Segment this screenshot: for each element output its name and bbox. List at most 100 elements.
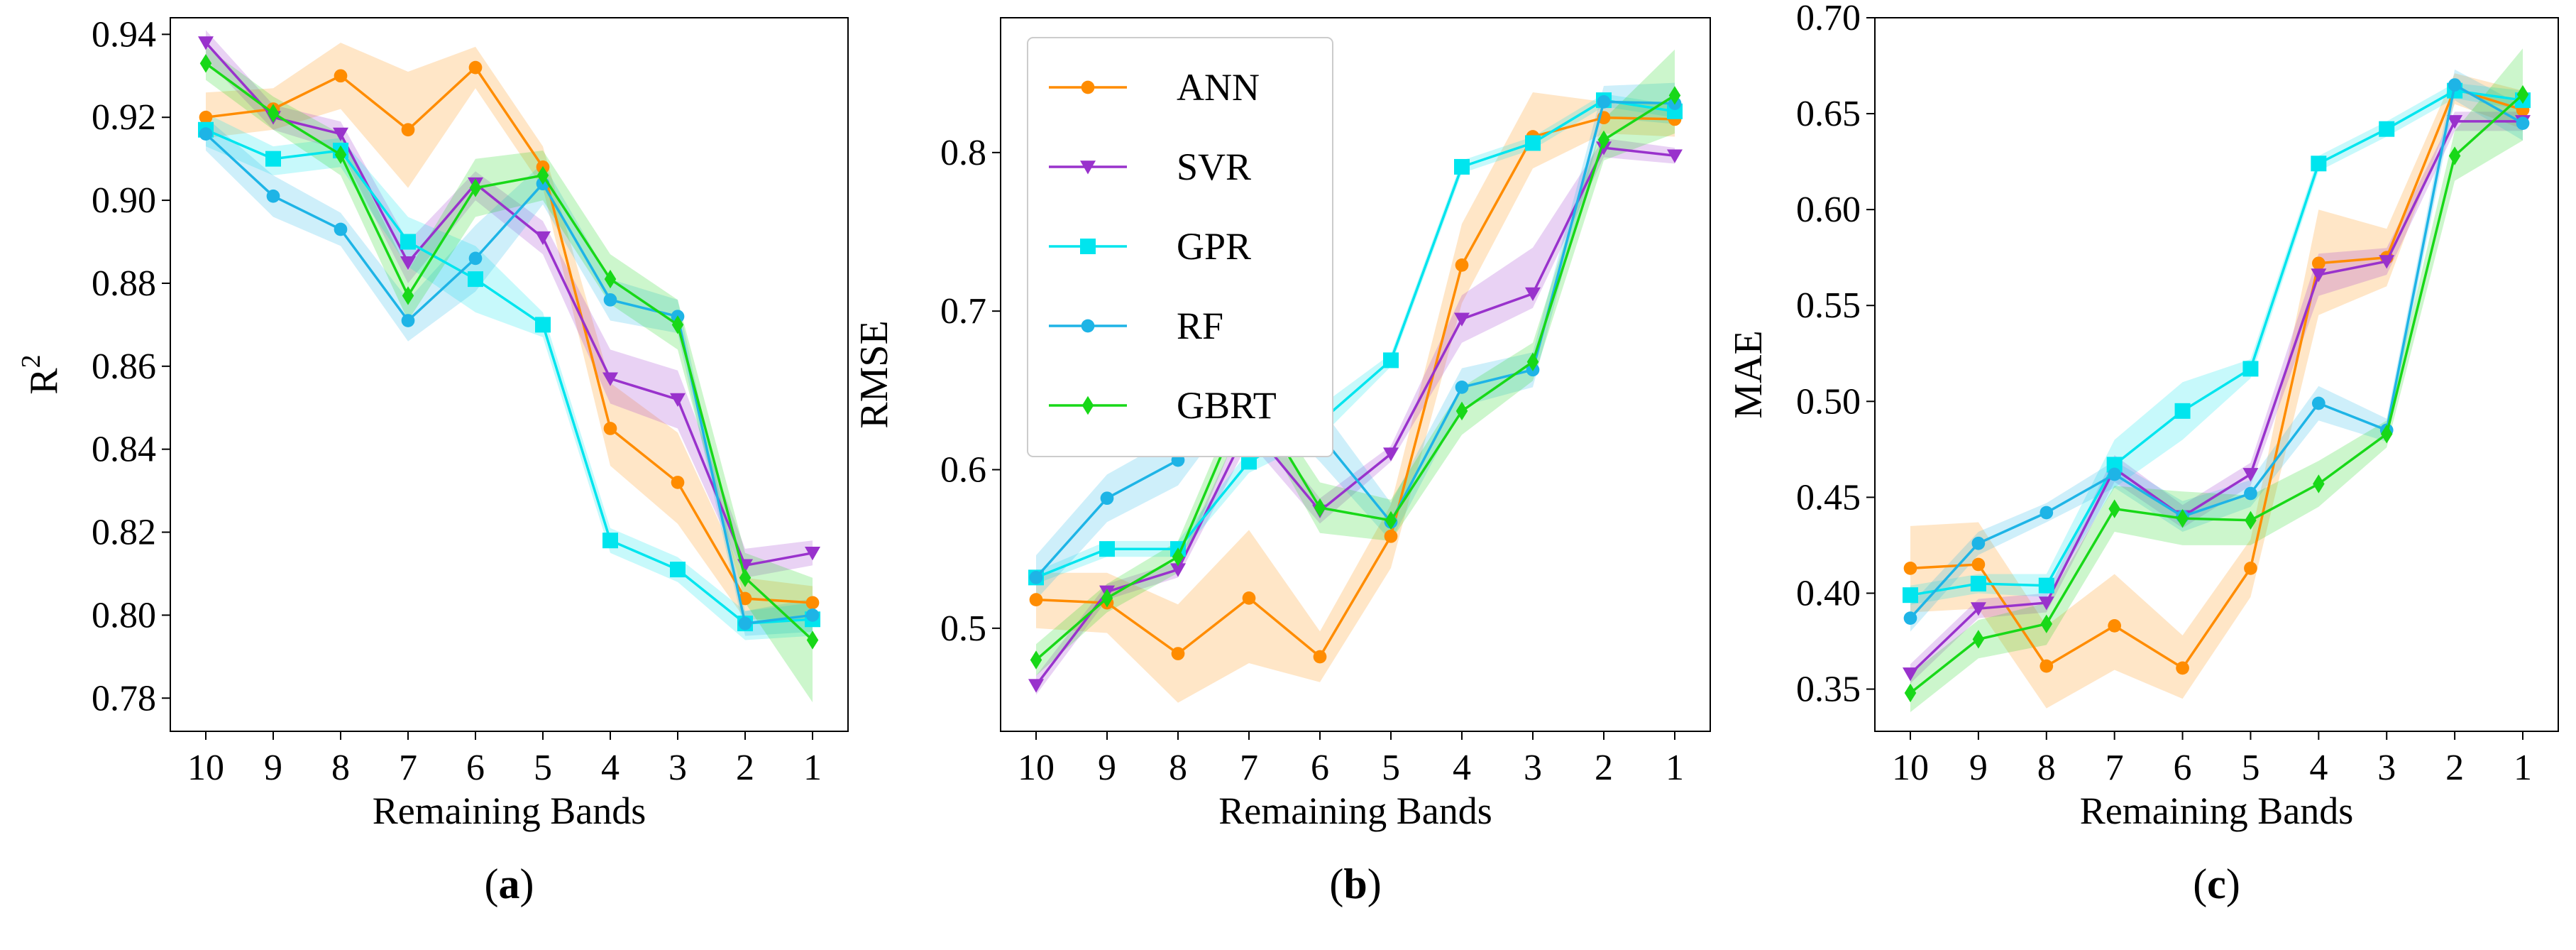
x-tick-label: 1 bbox=[1666, 748, 1684, 788]
x-tick-label: 9 bbox=[1098, 748, 1116, 788]
line-gbrt bbox=[204, 62, 814, 641]
point-gpr-10 bbox=[1903, 587, 1918, 604]
y-tick-label: 0.90 bbox=[92, 180, 156, 221]
chart-panel-2: 0.5 0.6 0.7 0.8 10 9 8 7 6 5 4 3 2 1 Remaining Bands RM… bbox=[852, 17, 1711, 907]
band-ann bbox=[1036, 92, 1675, 703]
line-rf bbox=[204, 133, 813, 626]
point-rf-9 bbox=[1971, 536, 1986, 550]
point-svr-5 bbox=[1383, 447, 1399, 462]
x-axis-label: Remaining Bands bbox=[2080, 790, 2353, 832]
y-axis-label: MAE bbox=[1727, 330, 1771, 418]
x-tick-label: 9 bbox=[264, 748, 282, 788]
legend-marker-ann bbox=[1081, 80, 1095, 94]
point-gbrt-3 bbox=[2380, 425, 2393, 444]
x-tick-label: 4 bbox=[1453, 748, 1471, 788]
axes-frame bbox=[1000, 17, 1711, 732]
point-gpr-9 bbox=[1970, 575, 1986, 591]
point-svr-5 bbox=[535, 231, 551, 246]
point-gbrt-6 bbox=[1314, 498, 1326, 518]
x-axis-label: Remaining Bands bbox=[1218, 790, 1492, 832]
point-rf-8 bbox=[334, 222, 348, 236]
legend-marker-rf bbox=[1081, 319, 1095, 333]
point-gbrt-4 bbox=[2313, 474, 2325, 493]
point-svr-3 bbox=[1525, 287, 1541, 302]
legend: ANN SVR GPR RF GBRT bbox=[1027, 37, 1333, 457]
y-tick-label: 0.92 bbox=[92, 97, 156, 138]
point-svr-8 bbox=[1170, 563, 1186, 577]
legend-label-rf: RF bbox=[1177, 305, 1223, 347]
y-tick-label: 0.88 bbox=[92, 263, 156, 304]
point-gbrt-3 bbox=[1526, 352, 1539, 371]
point-gbrt-9 bbox=[267, 104, 280, 123]
legend-marker-svr bbox=[1080, 160, 1096, 175]
point-svr-4 bbox=[2311, 268, 2327, 283]
line-ann bbox=[205, 65, 813, 604]
y-tick-label: 0.55 bbox=[1796, 285, 1861, 326]
point-gpr-9 bbox=[265, 151, 281, 167]
x-tick-label: 7 bbox=[2106, 748, 2124, 788]
y-tick-label: 0.78 bbox=[92, 678, 156, 719]
axes-frame bbox=[170, 17, 849, 732]
y-axis-label: R2 bbox=[16, 354, 66, 394]
x-tick-label: 3 bbox=[2377, 748, 2396, 788]
y-tick-label: 0.6 bbox=[940, 450, 986, 491]
x-tick-label: 4 bbox=[2309, 748, 2328, 788]
point-gbrt-8 bbox=[2040, 614, 2053, 633]
point-ann-6 bbox=[1313, 650, 1327, 664]
point-ann-10 bbox=[199, 110, 213, 124]
x-tick-label: 1 bbox=[2514, 748, 2532, 788]
point-gbrt-8 bbox=[1172, 547, 1184, 567]
y-tick-label: 0.84 bbox=[92, 430, 156, 470]
point-rf-8 bbox=[2040, 506, 2054, 520]
point-svr-10 bbox=[198, 36, 214, 50]
point-gpr-8 bbox=[2038, 577, 2054, 594]
point-rf-9 bbox=[1100, 491, 1114, 506]
point-rf-7 bbox=[2108, 467, 2122, 481]
point-gbrt-8 bbox=[334, 145, 347, 165]
point-ann-8 bbox=[1171, 647, 1185, 660]
point-gbrt-4 bbox=[1455, 401, 1468, 421]
point-rf-4 bbox=[2311, 396, 2325, 410]
x-tick-label: 1 bbox=[803, 748, 822, 788]
point-svr-8 bbox=[2038, 596, 2054, 611]
legend-label-gbrt: GBRT bbox=[1177, 384, 1277, 427]
point-rf-9 bbox=[266, 189, 280, 203]
point-ann-8 bbox=[2040, 659, 2054, 673]
panel-label: (a) bbox=[485, 861, 534, 907]
point-svr-1 bbox=[805, 546, 820, 561]
band-ann bbox=[1910, 73, 2523, 709]
point-ann-6 bbox=[468, 60, 483, 75]
x-tick-label: 10 bbox=[1018, 748, 1055, 788]
point-gbrt-1 bbox=[2516, 84, 2529, 104]
point-gpr-3 bbox=[670, 562, 686, 578]
y-tick-label: 0.80 bbox=[92, 595, 156, 635]
y-tick-label: 0.82 bbox=[92, 513, 156, 553]
line-gbrt bbox=[1035, 94, 1675, 661]
point-ann-4 bbox=[2311, 256, 2325, 271]
axes-frame bbox=[1874, 17, 2559, 732]
point-gpr-3 bbox=[2379, 121, 2395, 137]
point-gbrt-3 bbox=[671, 315, 684, 334]
y-tick-label: 0.45 bbox=[1796, 477, 1861, 518]
point-svr-7 bbox=[400, 256, 416, 271]
x-tick-label: 8 bbox=[1169, 748, 1187, 788]
point-rf-10 bbox=[1029, 571, 1043, 584]
point-svr-1 bbox=[1667, 149, 1683, 163]
point-rf-6 bbox=[468, 251, 483, 266]
x-tick-label: 10 bbox=[187, 748, 224, 788]
x-tick-label: 8 bbox=[331, 748, 350, 788]
y-tick-label: 0.5 bbox=[940, 608, 986, 649]
y-tick-label: 0.94 bbox=[92, 14, 156, 55]
x-tick-label: 5 bbox=[1382, 748, 1400, 788]
point-ann-9 bbox=[1971, 557, 1986, 572]
legend-marker-gpr bbox=[1080, 239, 1096, 254]
x-tick-label: 6 bbox=[466, 748, 485, 788]
y-tick-label: 0.60 bbox=[1796, 190, 1861, 230]
point-gbrt-5 bbox=[536, 165, 549, 185]
y-axis-label: RMSE bbox=[852, 320, 896, 429]
band-svr bbox=[1036, 138, 1675, 695]
point-ann-10 bbox=[1903, 562, 1917, 575]
x-tick-label: 4 bbox=[601, 748, 620, 788]
point-ann-7 bbox=[401, 123, 415, 137]
x-axis-label: Remaining Bands bbox=[373, 790, 646, 832]
